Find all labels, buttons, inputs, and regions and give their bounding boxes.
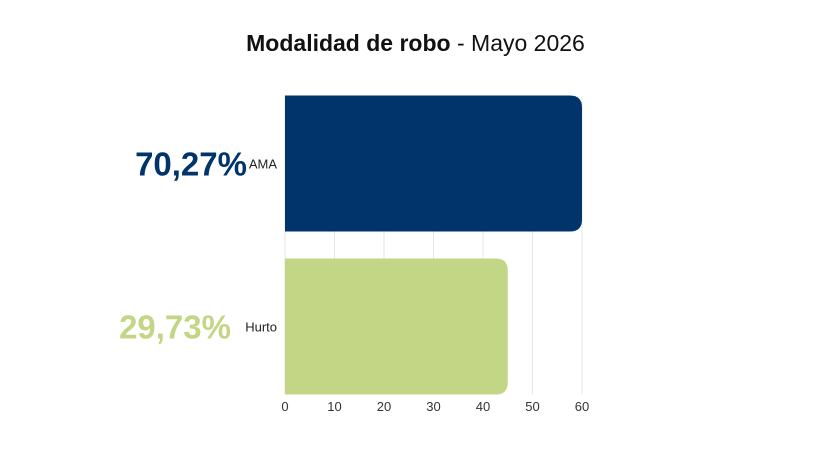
x-tick-label: 0 — [281, 399, 288, 414]
x-tick-label: 10 — [327, 399, 341, 414]
x-axis-ticks: 0 10 20 30 40 50 60 — [281, 399, 589, 414]
bar — [285, 258, 508, 395]
x-tick-label: 20 — [377, 399, 391, 414]
data-label: 70,27% — [135, 146, 247, 183]
chart-title: Modalidad de robo - Mayo 2026 — [0, 30, 831, 57]
x-tick-label: 60 — [575, 399, 589, 414]
data-label: 29,73% — [119, 309, 231, 346]
x-tick-label: 40 — [476, 399, 490, 414]
x-tick-label: 50 — [525, 399, 539, 414]
x-tick-label: 30 — [426, 399, 440, 414]
chart-title-main: Modalidad de robo — [246, 30, 451, 56]
category-label: AMA — [249, 157, 278, 172]
chart-subtitle: - Mayo 2026 — [456, 30, 585, 56]
category-label: Hurto — [245, 320, 277, 335]
bar — [285, 95, 582, 232]
bars — [285, 95, 582, 395]
